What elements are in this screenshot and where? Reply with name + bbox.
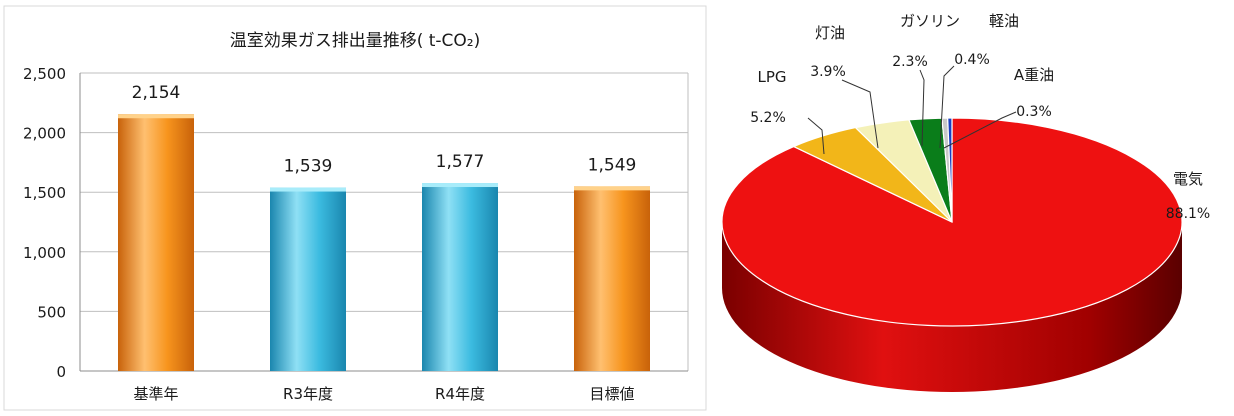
x-tick-label: 目標値: [589, 385, 634, 403]
bar-chart-y-axis: 0 500 1,000 1,500 2,000 2,500: [23, 65, 66, 381]
bar-chart-value-labels: 2,154 1,539 1,577 1,549: [132, 83, 637, 176]
bar-value-label: 1,577: [436, 152, 485, 172]
bar-value-label: 1,539: [284, 157, 333, 177]
x-tick-label: R3年度: [283, 385, 333, 403]
pie-value-label: 5.2%: [750, 110, 786, 126]
pie-chart-slices: [721, 117, 1183, 327]
bar-chart-title: 温室効果ガス排出量推移( t-CO₂): [230, 31, 481, 51]
pie-category-label: LPG: [757, 68, 786, 86]
leader-line: [841, 79, 879, 149]
leader-line: [807, 117, 825, 155]
y-tick-label: 2,500: [23, 65, 66, 83]
pie-chart-depth: [722, 222, 1182, 392]
y-tick-label: 1,000: [23, 244, 66, 262]
energy-share-pie-chart: 電気 88.1% LPG 5.2% 灯油 3.9% ガソリン 2.3% 軽油 0.4% A重油 0.3…: [721, 12, 1210, 392]
leader-line: [919, 69, 925, 147]
y-tick-label: 500: [37, 303, 66, 321]
pie-value-label: 0.4%: [954, 52, 990, 68]
pie-value-label: 3.9%: [810, 64, 846, 80]
bar-2: [422, 183, 498, 371]
y-tick-label: 1,500: [23, 184, 66, 202]
pie-slice-0: [721, 117, 1183, 327]
x-tick-label: R4年度: [435, 385, 485, 403]
y-tick-label: 2,000: [23, 125, 66, 143]
pie-category-label: 軽油: [989, 12, 1019, 30]
bar-top-2: [422, 183, 498, 188]
pie-value-label: 0.3%: [1016, 104, 1052, 120]
bar-chart-panel: 温室効果ガス排出量推移( t-CO₂) 0 500 1,000 1,500 2,000 2…: [3, 5, 707, 411]
pie-value-label: 88.1%: [1166, 206, 1210, 222]
y-tick-label: 0: [56, 363, 66, 381]
pie-category-label: 電気: [1173, 170, 1203, 188]
bar-value-label: 1,549: [588, 155, 637, 175]
pie-side-0: [722, 222, 1182, 392]
pie-category-label: A重油: [1014, 66, 1054, 84]
pie-chart-leader-lines: [807, 65, 1017, 155]
pie-chart-labels: 電気 88.1% LPG 5.2% 灯油 3.9% ガソリン 2.3% 軽油 0.4% A重油 0.3…: [750, 12, 1210, 222]
pie-category-label: ガソリン: [900, 12, 960, 30]
bar-3: [574, 186, 650, 371]
pie-chart-panel: 電気 88.1% LPG 5.2% 灯油 3.9% ガソリン 2.3% 軽油 0.4% A重油 0.3…: [712, 0, 1234, 412]
bar-value-label: 2,154: [132, 83, 181, 103]
bar-chart-x-axis: 基準年 R3年度 R4年度 目標値: [133, 385, 634, 403]
bar-top-3: [574, 186, 650, 191]
bar-top-0: [118, 114, 194, 119]
bar-0: [118, 114, 194, 372]
bar-chart-bars: [118, 114, 650, 372]
leader-line: [939, 65, 955, 149]
emissions-bar-chart: 温室効果ガス排出量推移( t-CO₂) 0 500 1,000 1,500 2,000 2…: [3, 5, 707, 411]
leader-line: [943, 111, 1017, 149]
pie-category-label: 灯油: [815, 24, 845, 42]
bar-top-1: [270, 187, 346, 192]
bar-1: [270, 187, 346, 371]
pie-value-label: 2.3%: [892, 54, 928, 70]
x-tick-label: 基準年: [133, 385, 178, 403]
